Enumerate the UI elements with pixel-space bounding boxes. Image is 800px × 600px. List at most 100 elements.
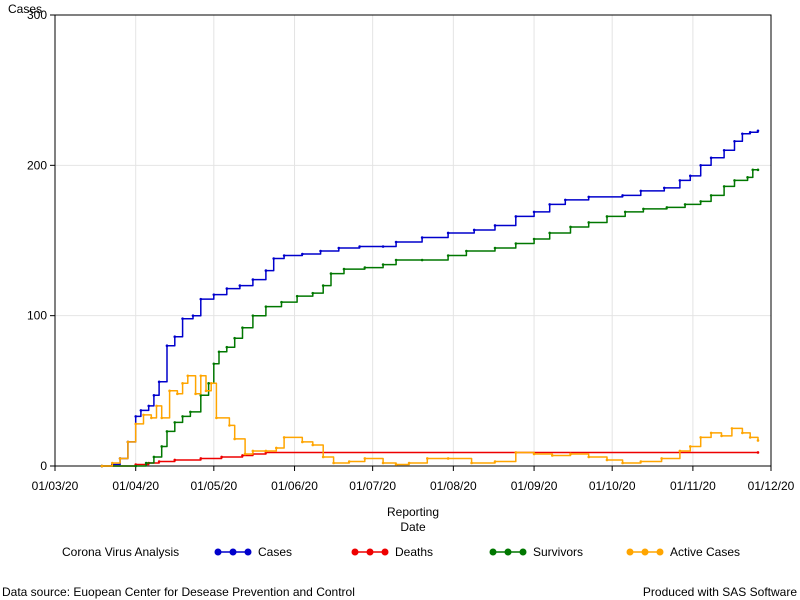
x-tick-label: 01/07/20 xyxy=(349,479,396,493)
data-point xyxy=(110,461,114,465)
data-point xyxy=(152,455,156,459)
data-point xyxy=(720,434,723,438)
data-point xyxy=(176,392,179,396)
data-point xyxy=(446,231,450,235)
legend-label: Survivors xyxy=(533,545,583,559)
data-point xyxy=(678,449,682,453)
data-point xyxy=(420,258,424,262)
data-point xyxy=(381,461,385,465)
data-point xyxy=(548,231,551,235)
data-point xyxy=(264,269,268,272)
data-point xyxy=(209,382,213,385)
data-point xyxy=(251,314,255,317)
data-point xyxy=(215,416,218,420)
data-point xyxy=(514,451,518,454)
data-point xyxy=(272,257,276,260)
legend-swatch-marker xyxy=(656,548,664,556)
data-point xyxy=(472,228,476,232)
data-point xyxy=(394,463,398,466)
plot-frame xyxy=(54,14,772,467)
data-point xyxy=(157,460,161,463)
data-point xyxy=(282,254,286,257)
data-point xyxy=(134,415,138,418)
data-point xyxy=(621,461,624,465)
data-point xyxy=(181,382,184,385)
data-point xyxy=(548,203,551,206)
data-point xyxy=(407,461,411,465)
legend-swatch-marker xyxy=(519,548,527,556)
data-point xyxy=(241,454,244,457)
x-tick-label: 01/08/20 xyxy=(430,479,477,493)
data-point xyxy=(493,460,497,463)
data-point xyxy=(319,249,322,253)
data-point xyxy=(282,436,286,439)
data-point xyxy=(301,252,304,256)
legend-swatch-marker xyxy=(489,548,497,556)
x-tick-label: 01/03/20 xyxy=(32,479,79,493)
data-point xyxy=(168,389,171,393)
data-point xyxy=(639,460,643,463)
data-point xyxy=(241,326,244,329)
data-point xyxy=(347,460,351,463)
data-point xyxy=(756,451,760,454)
data-point xyxy=(564,198,567,202)
x-tick-label: 01/10/20 xyxy=(589,479,636,493)
data-point xyxy=(741,431,744,435)
legend-swatch-marker xyxy=(351,548,359,556)
data-point xyxy=(264,449,268,453)
x-axis-title-line2: Date xyxy=(400,520,426,534)
data-point xyxy=(699,164,703,167)
data-point xyxy=(139,409,143,412)
y-tick-label: 300 xyxy=(27,8,47,22)
data-point xyxy=(295,294,299,298)
data-point xyxy=(301,440,304,444)
data-point xyxy=(465,249,468,253)
data-point xyxy=(733,139,736,143)
data-point xyxy=(748,130,752,134)
data-point xyxy=(660,457,663,460)
data-point xyxy=(220,455,223,459)
data-point xyxy=(642,207,645,211)
legend-label: Deaths xyxy=(395,545,433,559)
data-point xyxy=(381,263,385,266)
legend-label: Active Cases xyxy=(670,545,740,559)
data-point xyxy=(394,240,398,244)
x-axis-title-line1: Reporting xyxy=(387,505,439,519)
data-point xyxy=(160,416,164,420)
legend-label: Cases xyxy=(258,545,292,559)
data-point xyxy=(569,225,572,229)
data-point xyxy=(587,455,591,459)
x-tick-label: 01/06/20 xyxy=(271,479,318,493)
data-point xyxy=(173,421,177,424)
data-point xyxy=(204,389,208,393)
x-tick-label: 01/09/20 xyxy=(511,479,558,493)
series-line-cases xyxy=(101,130,759,467)
data-point xyxy=(722,149,726,152)
data-point xyxy=(699,200,703,203)
data-point xyxy=(688,445,692,448)
data-point xyxy=(321,284,325,287)
data-point xyxy=(251,278,255,281)
data-point xyxy=(225,345,229,349)
data-point xyxy=(358,245,361,248)
legend-swatch-marker xyxy=(626,548,634,556)
data-point xyxy=(191,314,195,317)
data-point xyxy=(217,350,221,354)
footer-source: Data source: Euopean Center for Desease … xyxy=(2,585,355,599)
data-point xyxy=(275,446,278,450)
data-point xyxy=(722,185,726,188)
data-point xyxy=(280,300,283,304)
legend-swatch-marker xyxy=(229,548,237,556)
data-point xyxy=(186,374,190,378)
data-point xyxy=(363,266,367,269)
data-point xyxy=(569,452,572,456)
data-point xyxy=(470,461,473,465)
data-point xyxy=(381,245,385,248)
data-point xyxy=(212,293,216,296)
data-point xyxy=(683,203,687,206)
data-point xyxy=(678,179,682,182)
x-tick-label: 01/11/20 xyxy=(670,479,716,493)
data-point xyxy=(532,210,536,214)
data-point xyxy=(165,344,169,348)
data-point xyxy=(342,267,346,271)
